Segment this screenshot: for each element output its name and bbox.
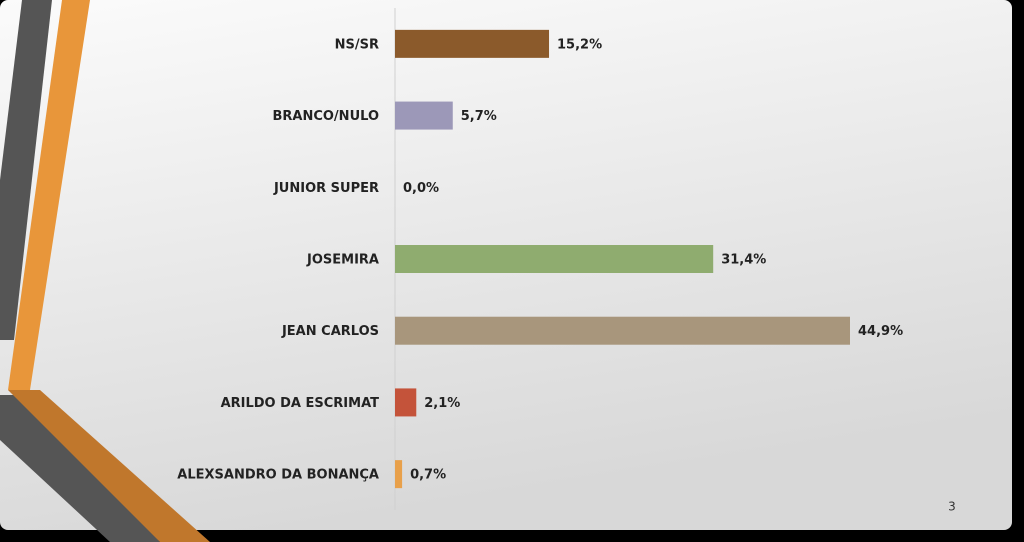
value-label: 44,9% — [858, 324, 903, 339]
category-label: JUNIOR SUPER — [273, 181, 379, 196]
decor-stripe — [0, 395, 160, 542]
category-label: ARILDO DA ESCRIMAT — [221, 396, 380, 411]
decor-stripe — [8, 0, 90, 390]
decor-stripe — [0, 0, 52, 340]
page-number: 3 — [948, 500, 956, 514]
value-label: 2,1% — [424, 396, 460, 411]
value-label: 0,7% — [410, 468, 446, 483]
value-label: 15,2% — [557, 37, 602, 52]
category-label: NS/SR — [335, 37, 379, 52]
value-label: 0,0% — [403, 181, 439, 196]
category-label: JEAN CARLOS — [281, 324, 379, 339]
bar — [395, 101, 453, 130]
bar — [395, 388, 417, 417]
category-label: JOSEMIRA — [306, 253, 379, 268]
decor-stripe — [8, 390, 210, 542]
category-label: BRANCO/NULO — [272, 109, 379, 124]
bar — [395, 29, 550, 58]
value-label: 31,4% — [721, 253, 766, 268]
category-label: ALEXSANDRO DA BONANÇA — [177, 468, 379, 483]
bar — [395, 460, 403, 489]
value-label: 5,7% — [461, 109, 497, 124]
bar — [395, 316, 850, 345]
bar — [395, 245, 714, 273]
